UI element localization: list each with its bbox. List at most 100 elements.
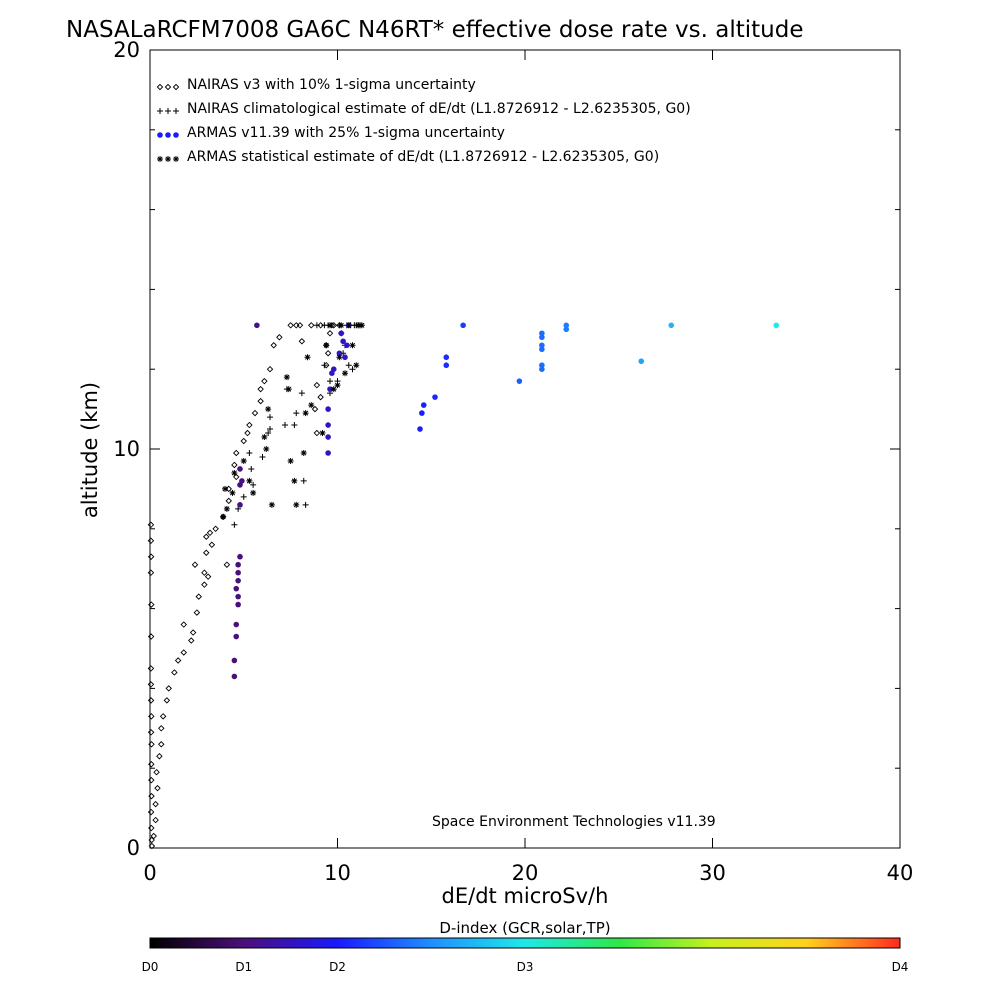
data-point: [148, 792, 155, 800]
data-point: [152, 816, 159, 824]
data-point: [147, 697, 155, 704]
data-point: [291, 477, 298, 484]
data-point: [156, 752, 163, 760]
legend-marker: [157, 132, 163, 138]
data-point: [240, 437, 247, 445]
data-point: [147, 729, 155, 736]
data-point: [349, 342, 356, 349]
data-point: [330, 322, 337, 329]
data-point: [154, 784, 161, 792]
data-point: [203, 533, 210, 541]
data-point: [443, 362, 450, 369]
data-point: [313, 381, 321, 389]
data-point: [233, 621, 240, 628]
legend-marker: [157, 108, 163, 114]
data-point: [308, 322, 315, 329]
data-point: [516, 378, 523, 384]
data-point: [235, 569, 241, 576]
data-point: [358, 322, 365, 329]
data-point: [220, 513, 227, 520]
x-tick-label: 20: [512, 861, 539, 885]
legend-marker: [173, 132, 179, 138]
data-point: [325, 406, 331, 412]
data-point: [235, 593, 241, 600]
data-point: [282, 422, 288, 429]
data-point: [353, 362, 360, 369]
data-point: [148, 713, 155, 720]
data-point: [334, 382, 341, 389]
colorbar: [149, 937, 901, 949]
data-point: [212, 525, 219, 533]
data-point: [265, 406, 272, 413]
data-point: [638, 358, 645, 365]
y-axis-label: altitude (km): [78, 382, 102, 518]
data-point: [174, 657, 182, 664]
data-point: [246, 449, 253, 456]
data-point: [246, 421, 253, 429]
data-point: [195, 593, 202, 600]
legend-marker: [165, 132, 171, 138]
data-point: [150, 832, 157, 840]
data-point: [319, 430, 326, 437]
data-point: [311, 405, 319, 413]
data-point: [326, 330, 334, 337]
data-point: [539, 366, 545, 373]
data-point: [261, 377, 268, 385]
data-point: [263, 446, 270, 452]
data-point: [158, 725, 165, 732]
data-point: [231, 461, 238, 469]
data-point: [191, 561, 199, 568]
colorbar-labels: D0 D1 D2 D3 D4: [142, 960, 909, 974]
data-point: [287, 457, 294, 464]
data-point: [336, 354, 343, 361]
data-point: [539, 362, 545, 369]
series-3: [231, 322, 780, 680]
legend-entry-2: NAIRAS climatological estimate of dE/dt …: [187, 101, 691, 117]
data-point: [250, 489, 257, 496]
data-point: [266, 365, 274, 373]
data-point: [237, 466, 243, 472]
data-point: [180, 621, 187, 628]
data-point: [257, 385, 264, 393]
data-point: [563, 322, 570, 329]
colorbar-label-d2: D2: [329, 960, 346, 974]
x-tick-label: 40: [887, 861, 914, 885]
data-point: [293, 410, 300, 417]
data-point: [147, 537, 155, 545]
credit-label: Space Environment Technologies v11.39: [432, 814, 716, 830]
data-point: [251, 409, 259, 417]
plot-frame: [149, 49, 901, 849]
data-point: [283, 374, 290, 381]
data-point: [443, 354, 450, 361]
data-point: [345, 362, 352, 369]
colorbar-label-d4: D4: [892, 960, 909, 974]
data-point: [265, 430, 272, 437]
data-point: [342, 370, 348, 377]
data-point: [204, 573, 212, 580]
data-point: [147, 521, 155, 529]
data-point: [233, 473, 240, 481]
chart-title: NASALaRCFM7008 GA6C N46RT* effective dos…: [66, 17, 804, 43]
data-point: [298, 338, 306, 345]
data-point: [285, 386, 292, 393]
data-point: [460, 322, 466, 329]
data-point: [193, 609, 201, 616]
data-point: [325, 450, 331, 456]
data-point: [327, 386, 333, 392]
legend-entry-1: NAIRAS v3 with 10% 1-sigma uncertainty: [187, 77, 476, 93]
x-tick-label: 0: [143, 861, 156, 885]
data-point: [268, 501, 275, 508]
y-tick-label: 10: [113, 437, 140, 461]
data-point: [147, 808, 155, 816]
data-point: [325, 422, 331, 428]
data-point: [171, 669, 178, 676]
legend-marker: [165, 108, 171, 114]
data-point: [158, 741, 165, 748]
data-point: [257, 397, 264, 405]
data-point: [250, 481, 257, 488]
data-point: [338, 330, 345, 337]
data-point: [159, 713, 167, 720]
data-point: [148, 760, 155, 768]
data-point: [563, 326, 570, 333]
